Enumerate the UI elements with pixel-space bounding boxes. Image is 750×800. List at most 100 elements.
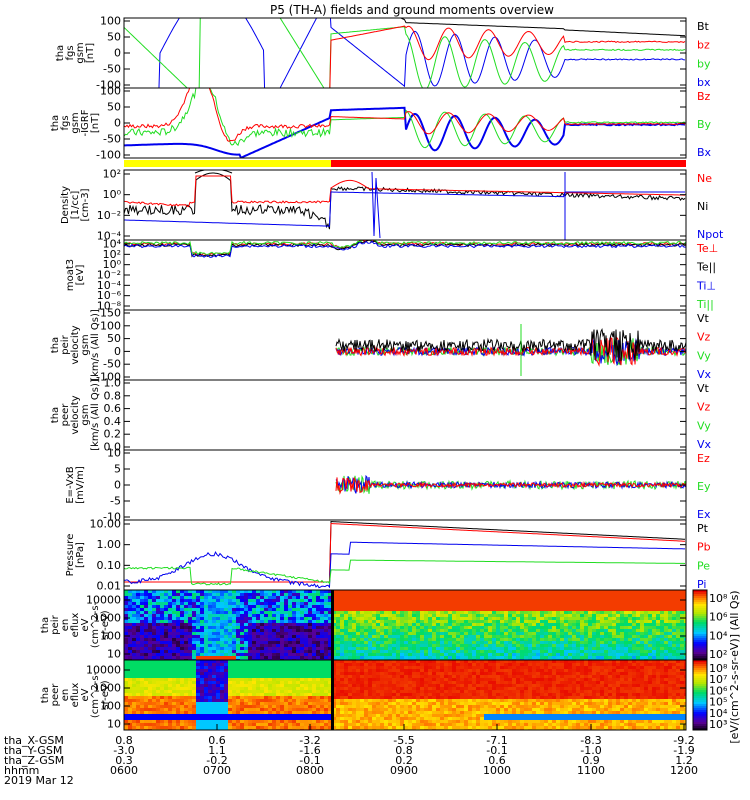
spectrogram-cell [252,717,256,720]
spectrogram-cell [188,641,192,644]
trace [124,191,685,227]
spectrogram-cell [152,650,156,653]
spectrogram-cell [524,629,528,632]
spectrogram-cell [352,617,356,620]
spectrogram-cell [124,717,128,720]
spectrogram-cell [216,669,220,672]
spectrogram-cell [612,596,616,599]
spectrogram-cell [576,617,580,620]
spectrogram-cell [272,663,276,666]
spectrogram-cell [572,650,576,653]
spectrogram-cell [460,608,464,611]
ytick-label: 10 [107,648,121,661]
spectrogram-cell [676,644,680,647]
spectrogram-cell [144,723,148,726]
spectrogram-cell [216,647,220,650]
spectrogram-cell [284,714,288,717]
spectrogram-cell [360,650,364,653]
spectrogram-cell [444,623,448,626]
spectrogram-cell [212,726,216,729]
spectrogram-cell [272,684,276,687]
spectrogram-cell [364,590,368,593]
spectrogram-cell [312,605,316,608]
spectrogram-cell [664,620,668,623]
spectrogram-cell [420,629,424,632]
spectrogram-cell [632,599,636,602]
spectrogram-cell [152,696,156,699]
spectrogram-cell [224,693,228,696]
spectrogram-cell [344,647,348,650]
spectrogram-cell [560,623,564,626]
spectrogram-cell [248,647,252,650]
spectrogram-cell [248,593,252,596]
spectrogram-cell [148,684,152,687]
spectrogram-cell [268,596,272,599]
spectrogram-cell [540,650,544,653]
spectrogram-cell [336,647,340,650]
trace [335,336,686,367]
spectrogram-cell [236,641,240,644]
spectrogram-cell [196,599,200,602]
spectrogram-cell [504,605,508,608]
spectrogram-cell [208,693,212,696]
spectrogram-cell [140,653,144,656]
spectrogram-cell [260,596,264,599]
spectrogram-cell [608,593,612,596]
spectrogram-cell [624,638,628,641]
spectrogram-cell [316,705,320,708]
spectrogram-cell [392,617,396,620]
spectrogram-cell [572,617,576,620]
spectrogram-cell [184,656,188,659]
spectrogram-cell [624,656,628,659]
spectrogram-cell [216,660,220,663]
trace [335,328,686,362]
spectrogram-cell [188,647,192,650]
spectrogram-cell [148,693,152,696]
spectrogram-cell [160,626,164,629]
spectrogram-cell [244,702,248,705]
spectrogram-cell [588,602,592,605]
spectrogram-cell [356,620,360,623]
spectrogram-cell [316,641,320,644]
panel-frame [123,87,687,159]
spectrogram-cell [472,596,476,599]
spectrogram-cell [340,605,344,608]
spectrogram-cell [352,650,356,653]
spectrogram-cell [160,711,164,714]
spectrogram-cell [132,617,136,620]
spectrogram-cell [248,605,252,608]
spectrogram-cell [132,602,136,605]
spectrogram-cell [204,638,208,641]
spectrogram-cell [312,632,316,635]
spectrogram-cell [636,632,640,635]
spectrogram-cell [520,599,524,602]
spectrogram-cell [252,693,256,696]
spectrogram-cell [232,614,236,617]
spectrogram-cell [468,611,472,614]
ylabel-line: velocity [70,325,81,364]
spectrogram-cell [588,638,592,641]
spectrogram-cell [480,641,484,644]
spectrogram-cell [660,590,664,593]
spectrogram-cell [376,599,380,602]
spectrogram-cell [192,599,196,602]
spectrogram-cell [364,611,368,614]
spectrogram-cell [276,620,280,623]
spectrogram-cell [228,626,232,629]
spectrogram-cell [324,669,328,672]
spectrogram-cell [148,656,152,659]
spectrogram-cell [640,656,644,659]
spectrogram-cell [476,626,480,629]
spectrogram-cell [172,705,176,708]
spectrogram-cell [628,650,632,653]
spectrogram-cell [192,590,196,593]
spectrogram-cell [160,693,164,696]
spectrogram-cell [488,653,492,656]
spectrogram-cell [524,641,528,644]
spectrogram-cell [544,626,548,629]
spectrogram-cell [636,650,640,653]
ytick-label: 0.8 [104,389,122,402]
spectrogram-cell [468,626,472,629]
spectrogram-cell [160,660,164,663]
spectrogram-cell [280,690,284,693]
